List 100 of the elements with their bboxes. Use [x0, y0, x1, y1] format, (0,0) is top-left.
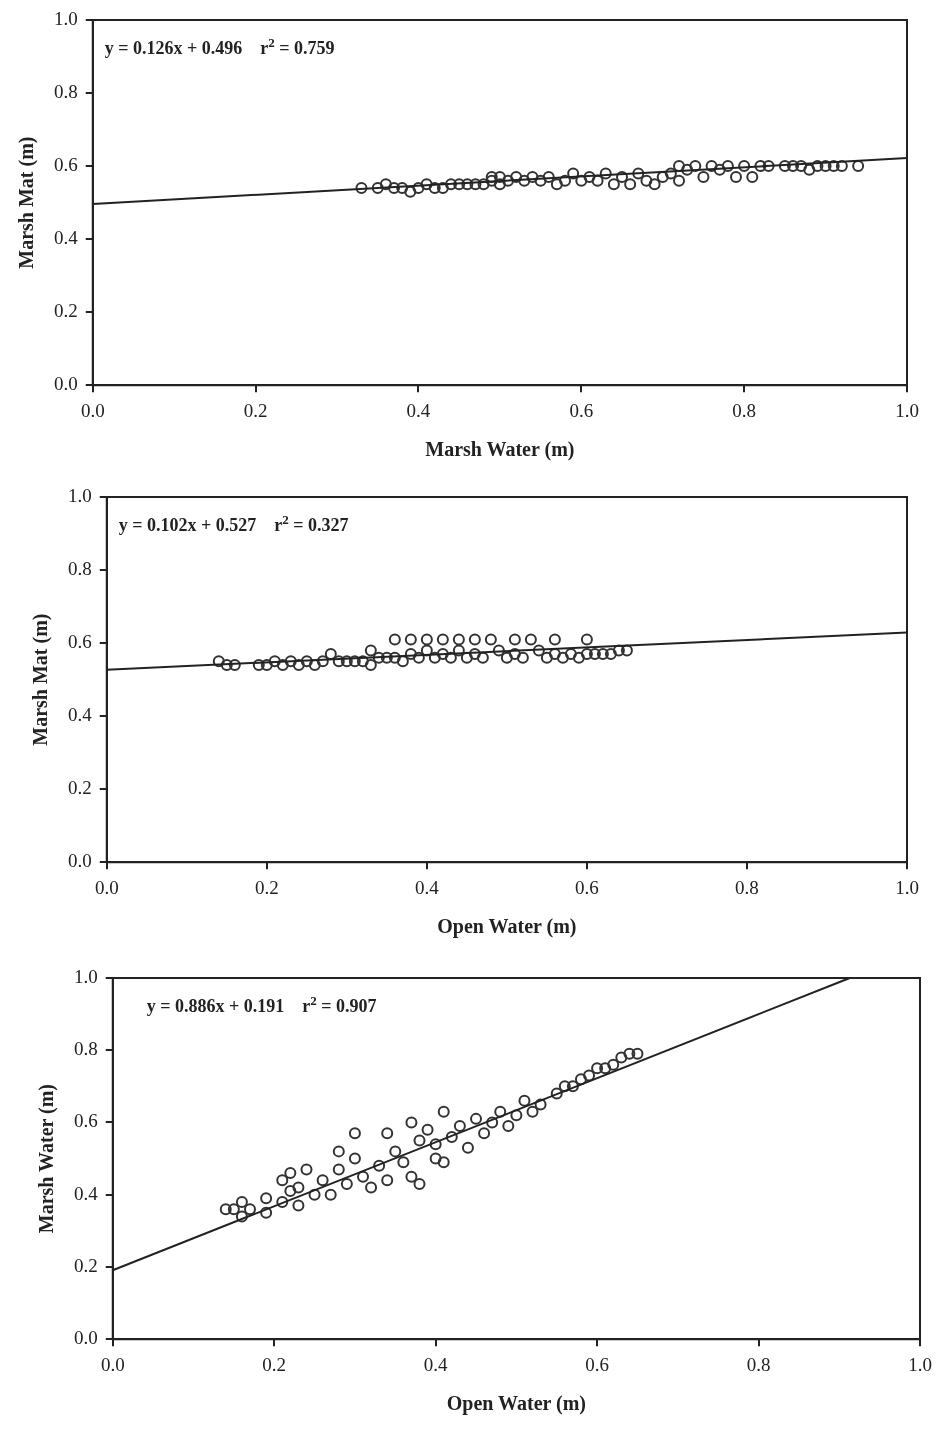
x-tick-label: 0.8 — [735, 876, 759, 898]
y-tick-label: 1.0 — [74, 965, 98, 987]
y-tick-label: 0.8 — [54, 81, 78, 103]
point — [308, 658, 321, 671]
x-tick-label: 0.8 — [746, 1353, 771, 1375]
point — [468, 648, 481, 661]
x-tick-label: 0.6 — [575, 876, 599, 898]
point — [396, 655, 409, 668]
point — [508, 648, 521, 661]
point — [372, 651, 385, 664]
x-tick-label: 1.0 — [895, 876, 919, 898]
point — [404, 633, 417, 646]
point — [580, 648, 593, 661]
point — [404, 648, 417, 661]
y-tick-label: 0.0 — [68, 850, 92, 872]
y-axis-title: Marsh Water (m) — [35, 1083, 59, 1234]
x-tick-label: 0.0 — [100, 1353, 125, 1375]
y-tick-label: 0.0 — [54, 373, 78, 395]
point — [268, 655, 281, 668]
point — [444, 651, 457, 664]
y-tick-label: 1.0 — [54, 7, 78, 29]
point — [588, 648, 601, 661]
point — [524, 633, 537, 646]
x-tick-label: 0.2 — [254, 876, 279, 898]
x-tick-label: 0.4 — [414, 876, 440, 898]
y-tick-label: 0.0 — [74, 1327, 98, 1349]
point — [300, 655, 313, 668]
y-tick-label: 0.4 — [54, 227, 79, 249]
point — [484, 633, 497, 646]
point — [260, 658, 273, 671]
y-tick-label: 1.0 — [68, 484, 92, 506]
y-tick-label: 0.6 — [68, 631, 92, 653]
point — [276, 658, 289, 671]
point — [492, 644, 505, 657]
y-tick-label: 0.2 — [68, 777, 92, 799]
point — [612, 644, 625, 657]
x-tick-label: 0.6 — [585, 1353, 609, 1375]
point — [548, 648, 561, 661]
point — [388, 633, 401, 646]
point — [380, 651, 393, 664]
point — [436, 633, 449, 646]
x-axis-title: Open Water (m) — [437, 915, 577, 939]
point — [388, 651, 401, 664]
point — [580, 633, 593, 646]
y-tick-label: 0.4 — [74, 1182, 99, 1204]
y-tick-label: 0.8 — [74, 1038, 98, 1060]
point — [412, 651, 425, 664]
point — [436, 648, 449, 661]
point — [220, 658, 233, 671]
x-tick-label: 1.0 — [908, 1353, 932, 1375]
point — [468, 633, 481, 646]
point — [452, 644, 465, 657]
point — [532, 644, 545, 657]
point — [476, 651, 489, 664]
x-tick-label: 0.0 — [94, 876, 119, 898]
point — [292, 658, 305, 671]
point — [340, 655, 353, 668]
x-tick-label: 0.2 — [243, 399, 268, 421]
point — [556, 651, 569, 664]
point — [500, 651, 513, 664]
x-tick-label: 0.6 — [569, 399, 594, 421]
point — [364, 658, 377, 671]
point — [356, 655, 369, 668]
x-axis-title: Marsh Water (m) — [425, 438, 575, 462]
point — [604, 648, 617, 661]
y-tick-label: 0.6 — [54, 154, 78, 176]
point — [596, 648, 609, 661]
point — [420, 633, 433, 646]
point — [212, 655, 225, 668]
point — [316, 655, 329, 668]
point — [364, 644, 377, 657]
y-tick-label: 0.2 — [54, 300, 78, 322]
point — [516, 651, 529, 664]
x-axis-title: Open Water (m) — [446, 1392, 586, 1416]
point — [420, 644, 433, 657]
point — [460, 651, 473, 664]
point — [428, 651, 441, 664]
point — [348, 655, 361, 668]
x-tick-label: 0.8 — [732, 399, 757, 421]
y-tick-label: 0.6 — [74, 1110, 98, 1132]
point — [564, 648, 577, 661]
point — [284, 655, 297, 668]
point — [508, 633, 521, 646]
y-axis-title: Marsh Mat (m) — [15, 136, 39, 269]
point — [228, 658, 241, 671]
x-tick-label: 1.0 — [895, 399, 919, 421]
x-tick-label: 0.4 — [423, 1353, 449, 1375]
y-tick-label: 0.2 — [74, 1254, 98, 1276]
point — [252, 658, 265, 671]
y-tick-label: 0.8 — [68, 558, 92, 580]
point — [452, 633, 465, 646]
x-tick-label: 0.2 — [262, 1353, 287, 1375]
point — [620, 644, 633, 657]
point — [540, 651, 553, 664]
y-axis-title: Marsh Mat (m) — [29, 613, 53, 746]
point — [332, 655, 345, 668]
point — [572, 651, 585, 664]
x-tick-label: 0.4 — [406, 399, 431, 421]
point — [548, 633, 561, 646]
y-tick-label: 0.4 — [68, 704, 93, 726]
